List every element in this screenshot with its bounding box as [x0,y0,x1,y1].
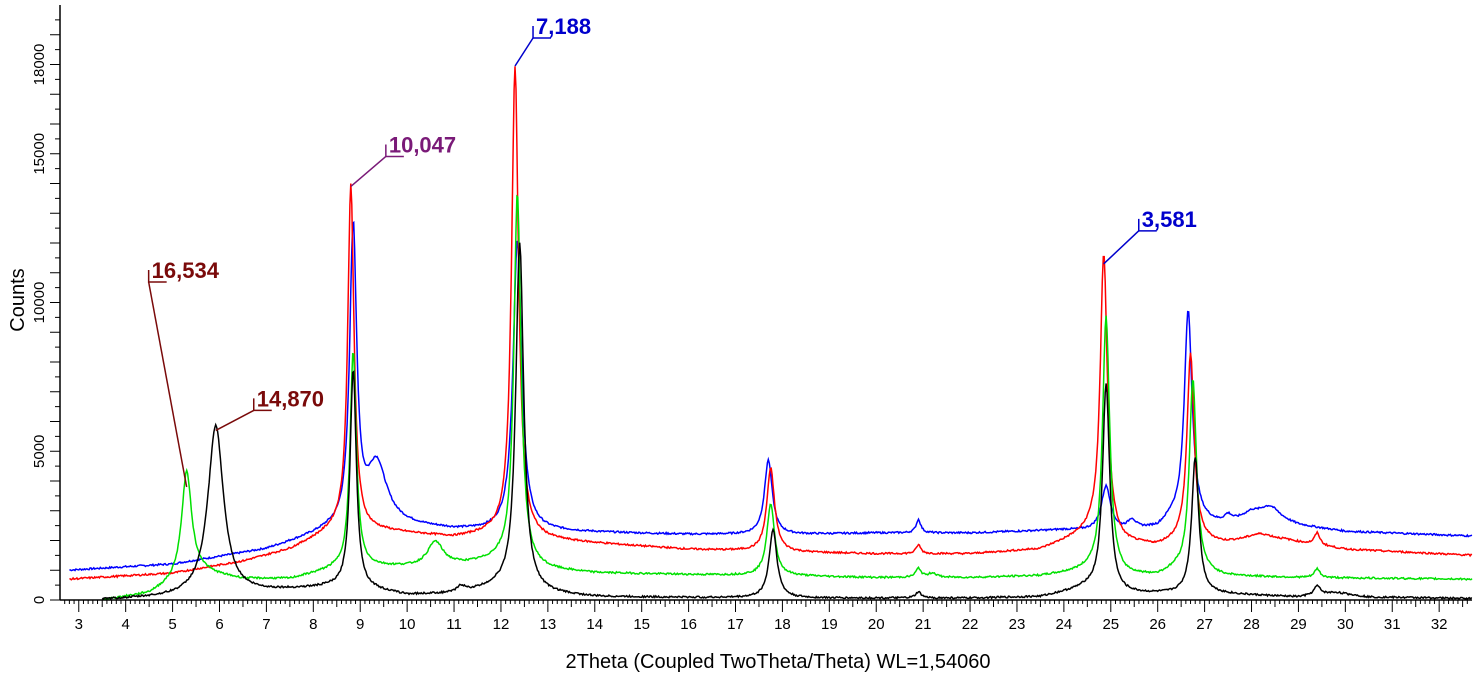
x-tick-label: 13 [540,616,557,633]
x-tick-label: 24 [1056,616,1073,633]
annotation-leader [147,281,188,488]
x-tick-label: 25 [1102,616,1119,633]
annotation-label: 16,534 [152,258,220,283]
x-tick-label: 17 [727,616,744,633]
annotation-bracket [385,144,404,158]
y-tick-label: 10000 [31,282,48,324]
axes-layer: 3 4 5 6 7 8 9 10 11 12 13 14 15 16 17 18 19 20 21 22 23 24 25 2… [31,5,1472,633]
series-line-1 [69,66,1473,581]
x-tick-label: 32 [1431,616,1448,633]
x-tick-label: 29 [1290,616,1307,633]
annotation-leader [514,37,534,67]
x-tick-label: 19 [821,616,838,633]
annotation-bracket [1138,218,1157,232]
y-tick-label: 0 [31,596,48,604]
annotation-leader [350,155,387,188]
x-tick-label: 22 [962,616,979,633]
peak-annotation: 16,534 [147,258,220,488]
x-tick-label: 9 [356,616,364,633]
annotation-label: 10,047 [389,132,456,157]
annotation-layer: 16,534 14,870 10,047 7,188 3,581 [147,14,1197,488]
x-tick-label: 30 [1337,616,1354,633]
peak-annotation: 3,581 [1103,207,1197,265]
series-line-2 [101,194,1473,601]
x-tick-label: 7 [262,616,270,633]
y-tick-label: 15000 [31,133,48,175]
x-tick-label: 27 [1196,616,1213,633]
peak-annotation: 7,188 [514,14,591,67]
x-tick-label: 4 [122,616,130,633]
peak-annotation: 10,047 [350,132,456,188]
x-tick-label: 3 [75,616,83,633]
series-line-0 [69,220,1473,572]
x-tick-label: 31 [1384,616,1401,633]
annotation-label: 7,188 [536,14,591,39]
x-tick-label: 10 [399,616,416,633]
x-tick-label: 21 [915,616,932,633]
x-tick-label: 26 [1149,616,1166,633]
x-tick-label: 14 [586,616,603,633]
annotation-bracket [532,25,552,39]
x-tick-label: 12 [493,616,510,633]
x-tick-label: 28 [1243,616,1260,633]
y-axis-title: Counts [7,268,29,331]
series-layer [69,66,1473,601]
annotation-leader [1103,230,1140,265]
annotation-leader [215,409,255,432]
annotation-bracket [252,398,272,412]
x-tick-label: 8 [309,616,317,633]
annotation-label: 3,581 [1142,207,1197,232]
annotation-label: 14,870 [257,386,324,411]
peak-annotation: 14,870 [215,386,324,432]
x-tick-label: 11 [446,616,462,633]
x-tick-label: 5 [168,616,176,633]
x-axis-title: 2Theta (Coupled TwoTheta/Theta) WL=1,540… [566,651,991,673]
series-line-3 [101,242,1473,601]
x-tick-label: 23 [1009,616,1026,633]
x-tick-label: 18 [774,616,791,633]
x-tick-label: 15 [633,616,650,633]
x-tick-label: 16 [680,616,697,633]
y-tick-label: 18000 [31,44,48,86]
x-tick-label: 6 [215,616,223,633]
y-tick-label: 5000 [31,435,48,468]
annotation-bracket [147,269,167,283]
x-tick-label: 20 [868,616,885,633]
